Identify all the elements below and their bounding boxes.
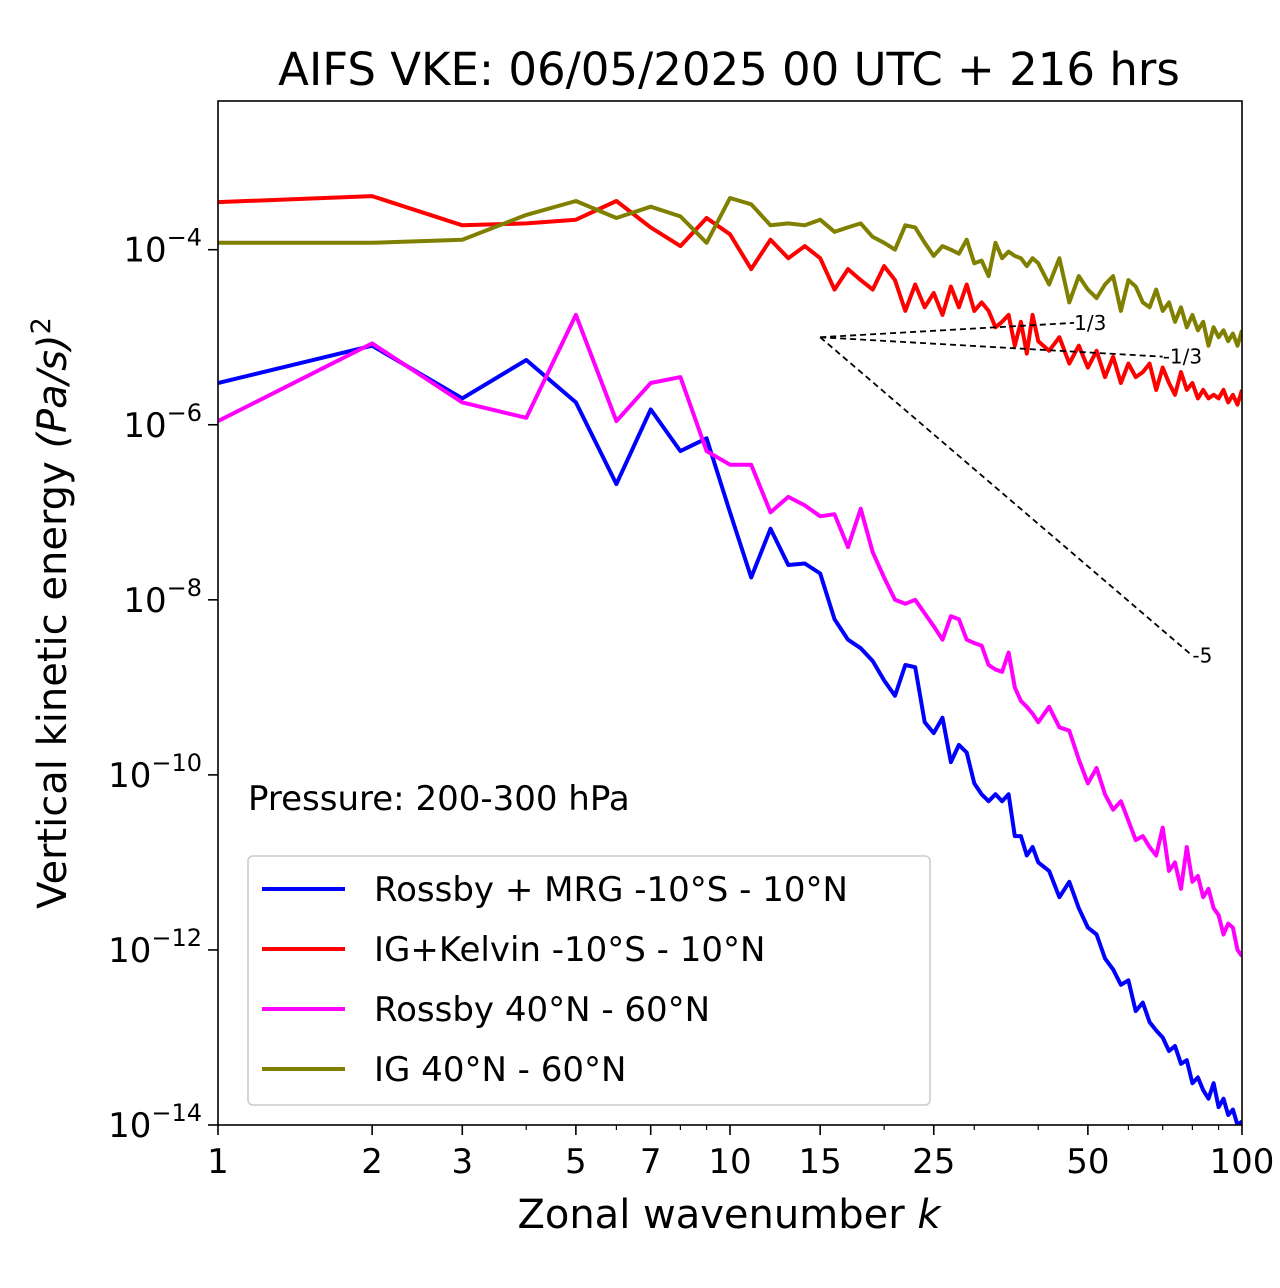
chart-title: AIFS VKE: 06/05/2025 00 UTC + 216 hrs [278, 43, 1180, 96]
y-axis-label: Vertical kinetic energy (Pa/s)2 [26, 317, 76, 909]
svg-text:Vertical kinetic energy (Pa/s): Vertical kinetic energy (Pa/s)2 [26, 317, 76, 909]
x-tick-label: 7 [640, 1142, 662, 1182]
x-tick-label: 50 [1066, 1142, 1109, 1182]
series-line-2 [218, 194, 1242, 407]
legend-items: Rossby + MRG -10°S - 10°N IG+Kelvin -10°S… [262, 870, 848, 1090]
legend-label-4: IG 40°N - 60°N [374, 1050, 626, 1090]
legend-label-1: Rossby + MRG -10°S - 10°N [374, 870, 848, 910]
x-tick-label: 100 [1210, 1142, 1275, 1182]
y-tick-label: 10−8 [123, 574, 202, 621]
y-tick-label: 10−4 [123, 224, 202, 271]
slope-label-1: 1/3 [1074, 311, 1106, 335]
legend-label-3: Rossby 40°N - 60°N [374, 990, 710, 1030]
axes-ticks: 1 2 3 5 7 10 15 25 50 100 10−14 10−12 10−10 10−8 10−6 1… [108, 224, 1274, 1182]
y-tick-label: 10−14 [108, 1099, 202, 1146]
plot-frame [217, 100, 1243, 1126]
x-axis-label: Zonal wavenumber k [517, 1192, 942, 1238]
legend-label-2: IG+Kelvin -10°S - 10°N [374, 930, 765, 970]
pressure-annotation: Pressure: 200-300 hPa [248, 779, 630, 819]
y-tick-label: 10−10 [108, 749, 202, 796]
legend: Rossby + MRG -10°S - 10°N IG+Kelvin -10°S… [247, 855, 931, 1106]
y-axis-label-unit: (Pa/s) [30, 334, 76, 448]
x-axis-label-text: Zonal wavenumber [517, 1192, 917, 1238]
series-group [218, 194, 1242, 1125]
slope-label-3: -5 [1192, 644, 1212, 668]
y-axis-label-text: Vertical kinetic energy [30, 449, 76, 909]
x-tick-label: 1 [207, 1142, 229, 1182]
x-tick-label: 10 [708, 1142, 751, 1182]
slope-reference-lines: 1/3 -1/3 -5 [819, 311, 1212, 668]
x-tick-label: 15 [799, 1142, 842, 1182]
series-line-1 [218, 343, 1242, 1125]
x-tick-label: 25 [912, 1142, 955, 1182]
y-tick-label: 10−6 [123, 399, 202, 446]
slope-line-2 [820, 336, 1163, 358]
slope-label-2: -1/3 [1163, 345, 1202, 369]
slope-line-3 [819, 336, 1193, 657]
x-tick-label: 3 [451, 1142, 473, 1182]
y-axis-label-exponent: 2 [26, 317, 57, 334]
series-line-4 [218, 196, 1242, 348]
x-tick-label: 5 [565, 1142, 587, 1182]
slope-line-1 [820, 321, 1075, 339]
legend-box [247, 855, 931, 1106]
x-axis-label-symbol: k [917, 1192, 942, 1238]
svg-text:Zonal wavenumber k: Zonal wavenumber k [517, 1192, 942, 1238]
series-line-3 [218, 312, 1242, 958]
x-tick-label: 2 [361, 1142, 383, 1182]
y-tick-label: 10−12 [108, 924, 202, 971]
